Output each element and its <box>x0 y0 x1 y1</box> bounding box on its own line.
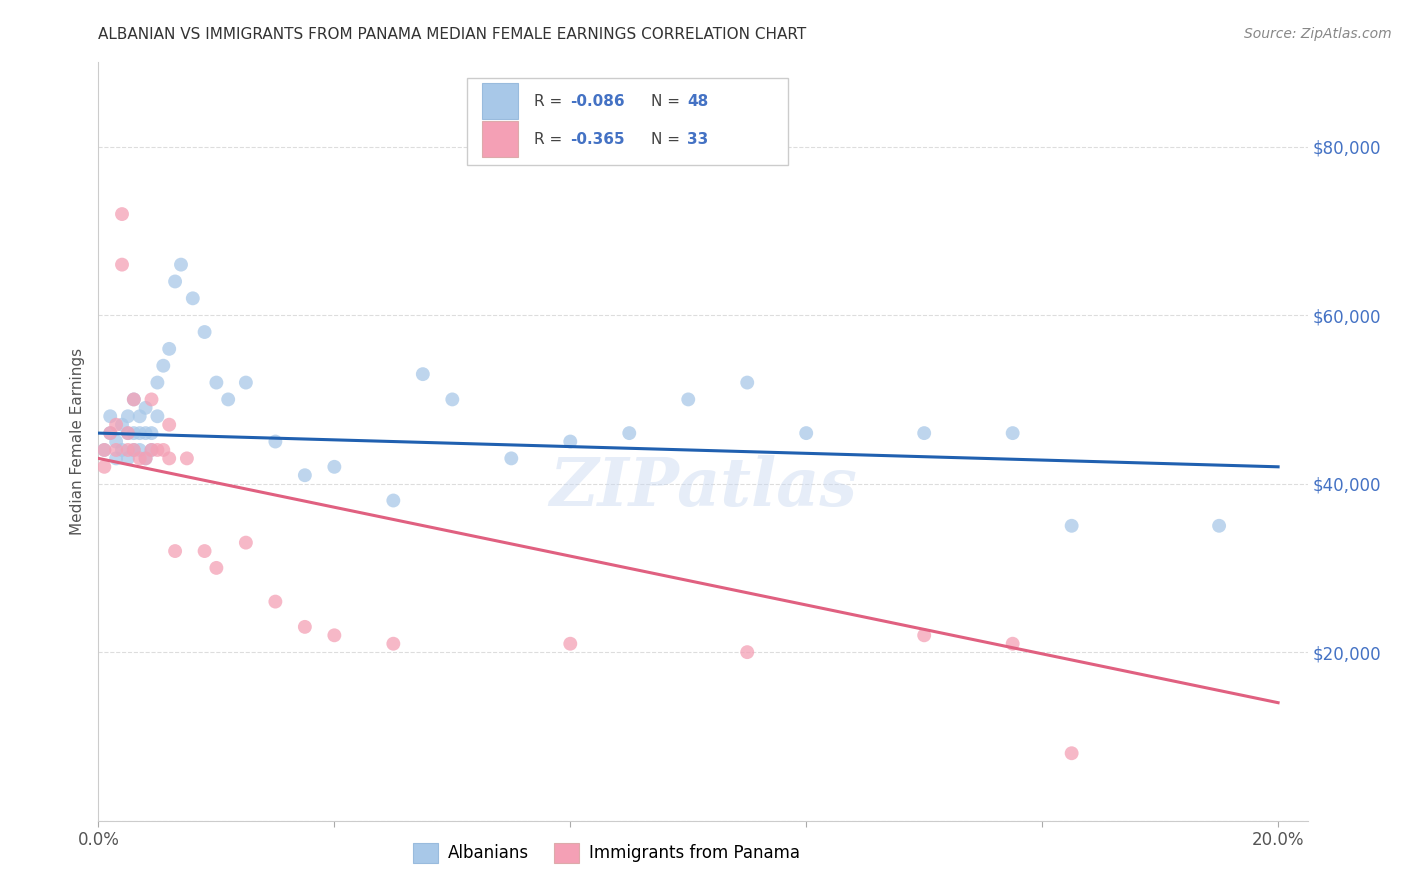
Point <box>181 291 204 305</box>
Text: 48: 48 <box>688 95 709 110</box>
Point <box>146 409 169 424</box>
Point <box>194 544 217 558</box>
Point <box>117 409 139 424</box>
Point <box>382 637 405 651</box>
Point <box>105 442 128 457</box>
Point <box>294 620 316 634</box>
Point <box>135 451 157 466</box>
Point <box>323 628 346 642</box>
Point <box>93 442 115 457</box>
FancyBboxPatch shape <box>482 83 517 120</box>
Point <box>264 594 287 608</box>
Point <box>1060 518 1083 533</box>
Point <box>117 442 139 457</box>
Point <box>560 434 582 449</box>
Point <box>117 451 139 466</box>
Point <box>170 258 193 272</box>
Point <box>678 392 700 407</box>
FancyBboxPatch shape <box>482 120 517 157</box>
Point <box>111 417 134 432</box>
Point <box>1060 746 1083 760</box>
Point <box>264 434 287 449</box>
Legend: Albanians, Immigrants from Panama: Albanians, Immigrants from Panama <box>406 837 807 869</box>
Point <box>105 451 128 466</box>
Text: ZIPatlas: ZIPatlas <box>550 455 856 519</box>
Text: N =: N = <box>651 132 685 147</box>
Point <box>135 426 157 441</box>
Point <box>157 417 180 432</box>
Point <box>111 258 134 272</box>
Point <box>122 426 145 441</box>
Point <box>93 442 115 457</box>
Text: -0.086: -0.086 <box>569 95 624 110</box>
Point <box>205 561 228 575</box>
Point <box>128 442 150 457</box>
Point <box>194 325 217 339</box>
Point <box>235 535 257 549</box>
Point <box>152 359 174 373</box>
Point <box>560 637 582 651</box>
Point <box>157 342 180 356</box>
Point <box>128 451 150 466</box>
Point <box>122 442 145 457</box>
Point <box>105 434 128 449</box>
Point <box>152 442 174 457</box>
Point <box>217 392 239 407</box>
Point <box>157 451 180 466</box>
Y-axis label: Median Female Earnings: Median Female Earnings <box>70 348 86 535</box>
Point <box>98 426 121 441</box>
Point <box>117 426 139 441</box>
Point <box>441 392 464 407</box>
Point <box>735 645 758 659</box>
Point <box>1208 518 1230 533</box>
Point <box>111 442 134 457</box>
Point <box>122 392 145 407</box>
Text: Source: ZipAtlas.com: Source: ZipAtlas.com <box>1244 27 1392 41</box>
Point <box>205 376 228 390</box>
Point <box>165 544 187 558</box>
Point <box>165 275 187 289</box>
Point <box>619 426 641 441</box>
Point <box>141 392 163 407</box>
Point <box>412 367 434 381</box>
Point <box>105 417 128 432</box>
Point <box>141 442 163 457</box>
Point <box>141 442 163 457</box>
Point <box>135 451 157 466</box>
Point <box>117 426 139 441</box>
Text: -0.365: -0.365 <box>569 132 624 147</box>
Point <box>122 442 145 457</box>
Point <box>135 401 157 415</box>
Point <box>382 493 405 508</box>
Point <box>146 376 169 390</box>
FancyBboxPatch shape <box>467 78 787 165</box>
Point <box>146 442 169 457</box>
Text: ALBANIAN VS IMMIGRANTS FROM PANAMA MEDIAN FEMALE EARNINGS CORRELATION CHART: ALBANIAN VS IMMIGRANTS FROM PANAMA MEDIA… <box>98 27 807 42</box>
Text: R =: R = <box>534 132 567 147</box>
Point <box>111 207 134 221</box>
Point <box>1001 426 1024 441</box>
Point <box>98 426 121 441</box>
Text: 33: 33 <box>688 132 709 147</box>
Point <box>294 468 316 483</box>
Point <box>501 451 523 466</box>
Point <box>176 451 198 466</box>
Point <box>1001 637 1024 651</box>
Point <box>794 426 817 441</box>
Point <box>323 459 346 474</box>
Point <box>235 376 257 390</box>
Text: R =: R = <box>534 95 567 110</box>
Point <box>912 426 935 441</box>
Point <box>141 426 163 441</box>
Text: N =: N = <box>651 95 685 110</box>
Point <box>128 409 150 424</box>
Point <box>735 376 758 390</box>
Point <box>128 426 150 441</box>
Point <box>122 392 145 407</box>
Point <box>98 409 121 424</box>
Point <box>912 628 935 642</box>
Point <box>93 459 115 474</box>
